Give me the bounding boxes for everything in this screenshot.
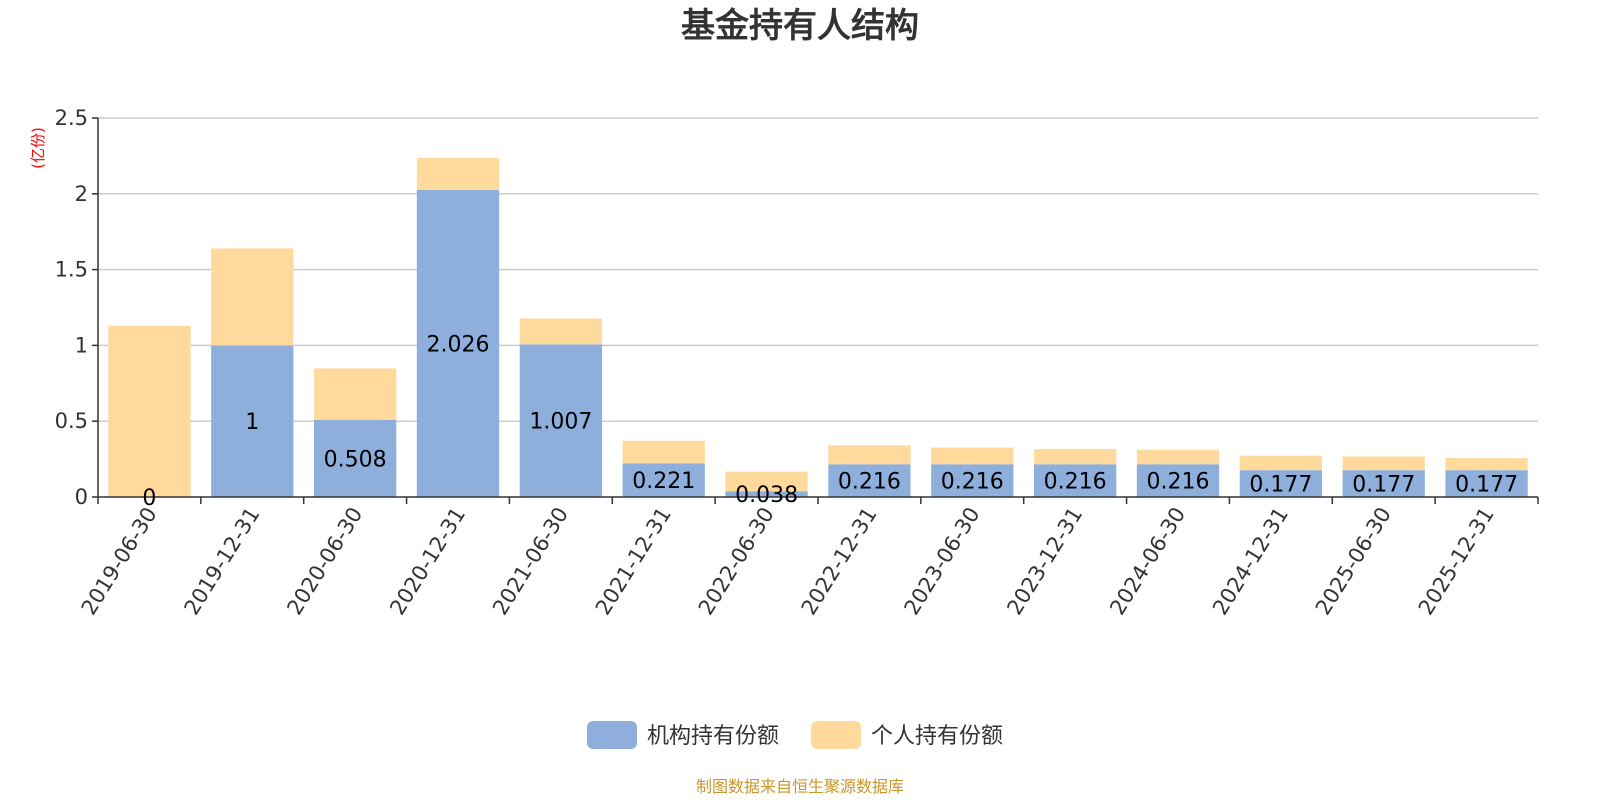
y-tick-label: 1 (75, 333, 88, 357)
bars (108, 158, 1528, 497)
legend-label: 个人持有份额 (871, 724, 1003, 749)
x-tick-label: 2023-12-31 (1002, 503, 1087, 619)
x-tick-label: 2023-06-30 (899, 503, 984, 619)
bar-individual (931, 447, 1014, 465)
bar-institutional (1342, 470, 1425, 497)
x-tick-label: 2019-06-30 (77, 503, 162, 619)
data-label: 0.177 (1249, 473, 1312, 498)
data-label: 0.177 (1352, 473, 1415, 498)
bar-individual (828, 445, 911, 465)
data-label: 0.216 (941, 470, 1004, 495)
y-tick-label: 2 (75, 182, 88, 206)
y-tick-label: 0.5 (55, 409, 88, 433)
x-tick-label: 2022-06-30 (694, 503, 779, 619)
data-label: 0.177 (1455, 473, 1518, 498)
x-tick-label: 2020-06-30 (282, 503, 367, 619)
bar-individual (1445, 458, 1528, 471)
bar-institutional (1239, 470, 1322, 497)
x-tick-label: 2024-12-31 (1208, 503, 1293, 619)
data-label: 0.216 (1147, 470, 1210, 495)
bar-institutional (314, 419, 397, 497)
x-tick-label: 2025-12-31 (1414, 503, 1499, 619)
data-label: 0 (142, 486, 156, 511)
bar-institutional (1136, 464, 1220, 497)
x-tick-label: 2021-12-31 (591, 503, 676, 619)
bar-institutional (1034, 464, 1117, 497)
bar-individual (108, 325, 191, 497)
data-labels: 0 1 0.508 2.026 1.007 0.221 0.038 0.216 0.216 0.2… (142, 332, 1518, 511)
y-tick-label: 0 (75, 485, 88, 509)
x-tick-label: 2021-06-30 (488, 503, 573, 619)
bar-institutional (211, 345, 294, 497)
data-label: 0.508 (324, 447, 387, 472)
bar-individual (1136, 449, 1220, 465)
bar-institutional (519, 344, 602, 497)
y-tick-label: 1.5 (55, 258, 88, 282)
bar-institutional (725, 491, 808, 497)
gridlines (98, 117, 1538, 422)
bar-individual (519, 318, 602, 345)
bar-individual (622, 440, 705, 464)
x-tick-label: 2022-12-31 (797, 503, 882, 619)
bar-individual (314, 368, 397, 420)
bar-individual (211, 248, 294, 346)
chart-title: 基金持有人结构 (681, 6, 919, 46)
legend: 机构持有份额 个人持有份额 (587, 721, 1003, 749)
bar-institutional (1445, 470, 1528, 497)
legend-swatch (587, 721, 637, 749)
x-tick-labels: 2019-06-30 2019-12-31 2020-06-30 2020-12-31… (77, 503, 1499, 619)
legend-label: 机构持有份额 (647, 724, 779, 749)
x-tick-label: 2025-06-30 (1311, 503, 1396, 619)
x-tick-label: 2019-12-31 (179, 503, 264, 619)
y-tick-labels: 0 0.5 1 1.5 2 2.5 (55, 106, 88, 509)
y-tick-label: 2.5 (55, 106, 88, 130)
data-label: 0.216 (1044, 470, 1107, 495)
bar-individual (1239, 455, 1322, 471)
source-note: 制图数据来自恒生聚源数据库 (696, 777, 904, 796)
data-label: 1.007 (529, 410, 592, 435)
data-label: 0.221 (632, 469, 695, 494)
legend-swatch (811, 721, 861, 749)
bar-institutional (416, 189, 500, 497)
x-tick-label: 2020-12-31 (385, 503, 470, 619)
bar-institutional (622, 463, 705, 497)
bar-institutional (828, 464, 911, 497)
axes (92, 117, 1539, 504)
data-label: 1 (245, 410, 259, 435)
bar-individual (725, 471, 808, 492)
bar-institutional (931, 464, 1014, 497)
data-label: 0.216 (838, 470, 901, 495)
bar-individual (1342, 456, 1425, 471)
bar-individual (1034, 449, 1117, 465)
data-label: 2.026 (427, 332, 490, 357)
y-axis-unit: (亿份) (29, 127, 47, 169)
x-tick-label: 2024-06-30 (1105, 503, 1190, 619)
bar-individual (416, 158, 500, 190)
data-label: 0.038 (735, 483, 798, 508)
